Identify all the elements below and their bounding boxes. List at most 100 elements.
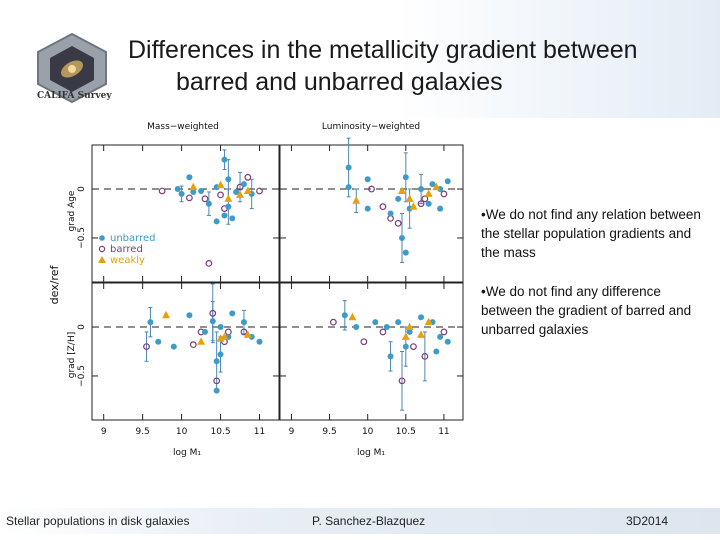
panel-frame	[91, 282, 280, 421]
unbarred-point	[225, 176, 232, 183]
unbarred-point	[395, 319, 402, 326]
unbarred-point	[437, 333, 444, 340]
unbarred-point	[429, 181, 436, 188]
unbarred-point	[233, 188, 240, 195]
unbarred-point	[444, 178, 451, 185]
xlabel-right: log M₁	[357, 448, 385, 458]
weakly-point	[197, 337, 206, 345]
weakly-point	[189, 182, 198, 191]
x-tick-label: 11	[254, 427, 265, 437]
barred-point	[236, 183, 244, 191]
weakly-point	[405, 194, 414, 202]
barred-point	[158, 187, 166, 195]
legend-label-barred: barred	[110, 244, 143, 255]
unbarred-point	[402, 174, 409, 181]
x-tick-label: 10.5	[396, 427, 416, 437]
column-title-mass: Mass−weighted	[147, 122, 219, 132]
weakly-point	[432, 182, 441, 191]
bullet-bar-difference: •We do not find any difference between t…	[481, 284, 692, 337]
x-tick-label: 9.5	[135, 427, 149, 437]
panel-frame	[91, 144, 280, 283]
barred-point	[329, 318, 337, 326]
unbarred-point	[190, 188, 197, 195]
barred-point	[379, 203, 387, 211]
column-title-luminosity: Luminosity−weighted	[322, 122, 420, 132]
unbarred-point	[213, 358, 220, 365]
barred-point	[421, 195, 429, 203]
footer-author: P. Sanchez-Blazquez	[312, 514, 426, 528]
footer-left-text: Stellar populations in disk galaxies	[6, 514, 190, 528]
legend-marker-unbarred	[99, 235, 105, 241]
legend-marker-weakly	[98, 256, 106, 263]
unbarred-point	[205, 200, 212, 207]
weakly-point	[398, 186, 406, 194]
unbarred-point	[418, 314, 425, 321]
row-ylabel-bottom: grad [Z/H]	[67, 332, 77, 379]
barred-point	[440, 190, 448, 198]
barred-point	[379, 328, 387, 336]
weakly-point	[401, 332, 410, 340]
footer-band	[0, 508, 720, 534]
unbarred-point	[217, 324, 224, 331]
y-tick-label: 0	[77, 324, 87, 330]
unbarred-point	[256, 338, 263, 345]
y-tick-label: −0.5	[77, 227, 87, 249]
barred-point	[240, 328, 248, 336]
x-tick-label: 10	[176, 427, 188, 437]
panel-mass-weighted-age: 0 −0.5	[77, 144, 280, 283]
weakly-point	[417, 330, 426, 338]
unbarred-point	[213, 387, 220, 394]
unbarred-point	[418, 186, 425, 193]
title-line-1: Differences in the metallicity gradient …	[128, 36, 638, 64]
weakly-point	[243, 330, 252, 338]
unbarred-point	[225, 203, 232, 210]
barred-point	[368, 185, 375, 193]
unbarred-point	[186, 174, 193, 181]
barred-point	[205, 260, 213, 267]
unbarred-point	[395, 195, 402, 202]
x-tick-label: 9	[289, 427, 295, 437]
outer-ylabel: dex/ref	[48, 265, 61, 305]
unbarred-point	[353, 324, 360, 331]
weakly-point	[409, 202, 418, 210]
unbarred-point	[221, 156, 228, 163]
weakly-point	[224, 194, 233, 202]
weakly-point	[352, 196, 361, 204]
panel-frame	[279, 282, 464, 421]
unbarred-point	[201, 328, 208, 335]
unbarred-point	[345, 184, 352, 191]
y-tick-label: −0.5	[77, 365, 87, 387]
unbarred-point	[383, 324, 390, 331]
weakly-point	[348, 312, 357, 321]
unbarred-point	[345, 164, 352, 171]
footer-conference: 3D2014	[626, 514, 669, 528]
unbarred-point	[240, 181, 247, 188]
logo-text: CALIFA Survey	[37, 91, 112, 101]
weakly-point	[216, 180, 225, 189]
weakly-point	[220, 332, 229, 340]
unbarred-point	[437, 205, 444, 212]
unbarred-point	[425, 200, 432, 207]
unbarred-point	[229, 215, 236, 222]
unbarred-point	[198, 187, 205, 194]
barred-point	[217, 191, 224, 199]
barred-point	[185, 194, 193, 202]
califa-logo	[37, 32, 107, 104]
unbarred-point	[341, 312, 348, 319]
barred-point	[440, 328, 448, 336]
unbarred-point	[170, 343, 177, 350]
legend-label-unbarred: unbarred	[110, 233, 155, 244]
unbarred-point	[372, 319, 379, 326]
unbarred-point	[147, 319, 154, 326]
unbarred-point	[209, 318, 216, 325]
plot-layer: 0 −0.5 9 9.5 10 10.5 11 0 −0.5 9 9.5 10 10.5 11 unbarr…	[77, 137, 464, 437]
barred-point	[398, 377, 406, 385]
legend-marker-barred	[98, 245, 106, 253]
unbarred-point	[186, 312, 193, 319]
unbarred-point	[433, 348, 440, 355]
weakly-point	[405, 322, 414, 331]
x-tick-label: 11	[438, 427, 449, 437]
y-tick-label: 0	[77, 186, 87, 192]
unbarred-point	[387, 210, 394, 217]
unbarred-point	[406, 328, 413, 335]
